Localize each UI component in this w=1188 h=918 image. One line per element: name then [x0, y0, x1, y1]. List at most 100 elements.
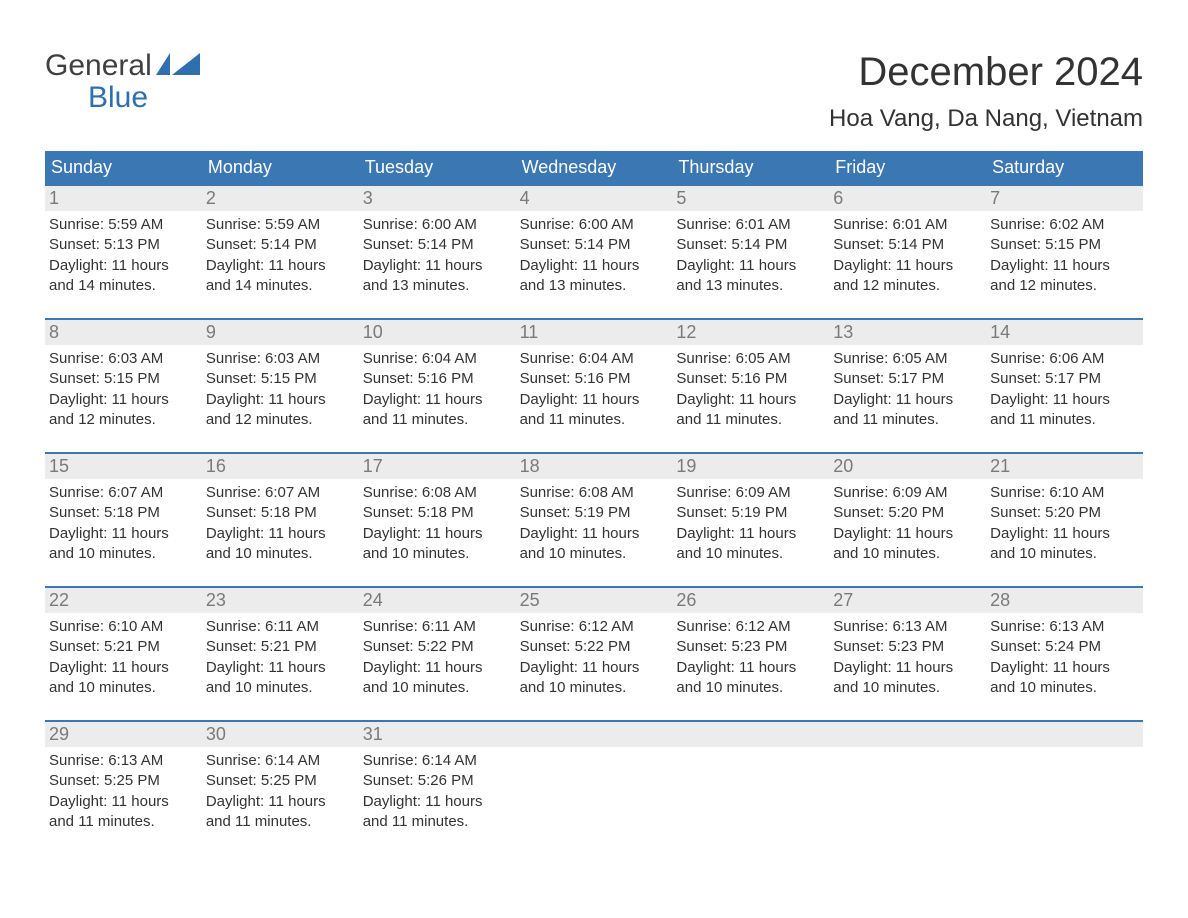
logo: General Blue	[45, 50, 200, 113]
sunset-text: Sunset: 5:14 PM	[206, 235, 353, 255]
sunset-text: Sunset: 5:18 PM	[206, 503, 353, 523]
weekday-header-row: SundayMondayTuesdayWednesdayThursdayFrid…	[45, 151, 1143, 184]
weekday-header: Wednesday	[516, 151, 673, 184]
day-number: 5	[672, 186, 829, 211]
daylight-text-1: Daylight: 11 hours	[833, 256, 980, 276]
day-cell: 9Sunrise: 6:03 AMSunset: 5:15 PMDaylight…	[202, 320, 359, 434]
day-number: 29	[45, 722, 202, 747]
day-number: 23	[202, 588, 359, 613]
sunset-text: Sunset: 5:17 PM	[833, 369, 980, 389]
sunrise-text: Sunrise: 6:01 AM	[676, 215, 823, 235]
day-number: 20	[829, 454, 986, 479]
day-info: Sunrise: 6:08 AMSunset: 5:18 PMDaylight:…	[359, 479, 516, 568]
daylight-text-2: and 12 minutes.	[49, 410, 196, 430]
day-number: 26	[672, 588, 829, 613]
day-cell: 23Sunrise: 6:11 AMSunset: 5:21 PMDayligh…	[202, 588, 359, 702]
daylight-text-2: and 11 minutes.	[206, 812, 353, 832]
day-cell: 19Sunrise: 6:09 AMSunset: 5:19 PMDayligh…	[672, 454, 829, 568]
daylight-text-1: Daylight: 11 hours	[833, 390, 980, 410]
sunrise-text: Sunrise: 6:07 AM	[206, 483, 353, 503]
day-info: Sunrise: 6:06 AMSunset: 5:17 PMDaylight:…	[986, 345, 1143, 434]
daylight-text-2: and 10 minutes.	[833, 544, 980, 564]
day-cell: 15Sunrise: 6:07 AMSunset: 5:18 PMDayligh…	[45, 454, 202, 568]
logo-text-blue: Blue	[88, 82, 200, 114]
sunrise-text: Sunrise: 6:09 AM	[676, 483, 823, 503]
day-number: 17	[359, 454, 516, 479]
weekday-header: Sunday	[45, 151, 202, 184]
day-number: 6	[829, 186, 986, 211]
sunset-text: Sunset: 5:18 PM	[363, 503, 510, 523]
day-number: 4	[516, 186, 673, 211]
day-number: 1	[45, 186, 202, 211]
sunset-text: Sunset: 5:16 PM	[363, 369, 510, 389]
day-number: 16	[202, 454, 359, 479]
day-info: Sunrise: 6:04 AMSunset: 5:16 PMDaylight:…	[516, 345, 673, 434]
day-number: 7	[986, 186, 1143, 211]
day-cell: 14Sunrise: 6:06 AMSunset: 5:17 PMDayligh…	[986, 320, 1143, 434]
day-cell	[516, 722, 673, 836]
day-info: Sunrise: 6:04 AMSunset: 5:16 PMDaylight:…	[359, 345, 516, 434]
day-number: 31	[359, 722, 516, 747]
daylight-text-1: Daylight: 11 hours	[363, 390, 510, 410]
day-cell: 22Sunrise: 6:10 AMSunset: 5:21 PMDayligh…	[45, 588, 202, 702]
sunrise-text: Sunrise: 6:06 AM	[990, 349, 1137, 369]
page-header: General Blue December 2024 Hoa Vang, Da …	[45, 50, 1143, 133]
day-info: Sunrise: 6:10 AMSunset: 5:20 PMDaylight:…	[986, 479, 1143, 568]
day-info: Sunrise: 6:13 AMSunset: 5:25 PMDaylight:…	[45, 747, 202, 836]
daylight-text-1: Daylight: 11 hours	[520, 658, 667, 678]
daylight-text-2: and 11 minutes.	[833, 410, 980, 430]
week-row: 8Sunrise: 6:03 AMSunset: 5:15 PMDaylight…	[45, 318, 1143, 434]
sunset-text: Sunset: 5:20 PM	[990, 503, 1137, 523]
day-number: 28	[986, 588, 1143, 613]
sunrise-text: Sunrise: 6:13 AM	[990, 617, 1137, 637]
week-row: 22Sunrise: 6:10 AMSunset: 5:21 PMDayligh…	[45, 586, 1143, 702]
day-number: 19	[672, 454, 829, 479]
day-cell: 25Sunrise: 6:12 AMSunset: 5:22 PMDayligh…	[516, 588, 673, 702]
day-info: Sunrise: 6:00 AMSunset: 5:14 PMDaylight:…	[359, 211, 516, 300]
day-number	[672, 722, 829, 747]
sunset-text: Sunset: 5:19 PM	[520, 503, 667, 523]
day-number: 12	[672, 320, 829, 345]
daylight-text-1: Daylight: 11 hours	[676, 256, 823, 276]
day-info: Sunrise: 5:59 AMSunset: 5:13 PMDaylight:…	[45, 211, 202, 300]
day-info: Sunrise: 6:08 AMSunset: 5:19 PMDaylight:…	[516, 479, 673, 568]
daylight-text-2: and 10 minutes.	[520, 544, 667, 564]
sunrise-text: Sunrise: 6:11 AM	[363, 617, 510, 637]
day-cell: 4Sunrise: 6:00 AMSunset: 5:14 PMDaylight…	[516, 186, 673, 300]
sunrise-text: Sunrise: 6:10 AM	[990, 483, 1137, 503]
daylight-text-1: Daylight: 11 hours	[206, 792, 353, 812]
day-info: Sunrise: 6:12 AMSunset: 5:23 PMDaylight:…	[672, 613, 829, 702]
day-cell: 27Sunrise: 6:13 AMSunset: 5:23 PMDayligh…	[829, 588, 986, 702]
day-info: Sunrise: 6:13 AMSunset: 5:24 PMDaylight:…	[986, 613, 1143, 702]
daylight-text-2: and 10 minutes.	[520, 678, 667, 698]
sunrise-text: Sunrise: 6:08 AM	[363, 483, 510, 503]
week-row: 1Sunrise: 5:59 AMSunset: 5:13 PMDaylight…	[45, 184, 1143, 300]
daylight-text-1: Daylight: 11 hours	[363, 524, 510, 544]
daylight-text-2: and 11 minutes.	[676, 410, 823, 430]
sunrise-text: Sunrise: 6:05 AM	[833, 349, 980, 369]
logo-flag-icon	[156, 50, 200, 82]
day-number: 22	[45, 588, 202, 613]
daylight-text-2: and 10 minutes.	[363, 678, 510, 698]
day-cell: 10Sunrise: 6:04 AMSunset: 5:16 PMDayligh…	[359, 320, 516, 434]
logo-text-general: General	[45, 50, 152, 82]
sunrise-text: Sunrise: 6:10 AM	[49, 617, 196, 637]
day-info: Sunrise: 6:01 AMSunset: 5:14 PMDaylight:…	[829, 211, 986, 300]
day-cell: 31Sunrise: 6:14 AMSunset: 5:26 PMDayligh…	[359, 722, 516, 836]
day-info: Sunrise: 6:00 AMSunset: 5:14 PMDaylight:…	[516, 211, 673, 300]
day-cell: 17Sunrise: 6:08 AMSunset: 5:18 PMDayligh…	[359, 454, 516, 568]
day-cell: 26Sunrise: 6:12 AMSunset: 5:23 PMDayligh…	[672, 588, 829, 702]
weekday-header: Thursday	[672, 151, 829, 184]
day-cell	[986, 722, 1143, 836]
daylight-text-2: and 12 minutes.	[833, 276, 980, 296]
sunrise-text: Sunrise: 6:12 AM	[520, 617, 667, 637]
day-number: 24	[359, 588, 516, 613]
sunrise-text: Sunrise: 6:02 AM	[990, 215, 1137, 235]
sunset-text: Sunset: 5:16 PM	[520, 369, 667, 389]
day-number: 11	[516, 320, 673, 345]
daylight-text-1: Daylight: 11 hours	[833, 524, 980, 544]
daylight-text-1: Daylight: 11 hours	[206, 658, 353, 678]
day-cell	[672, 722, 829, 836]
daylight-text-1: Daylight: 11 hours	[363, 658, 510, 678]
daylight-text-1: Daylight: 11 hours	[363, 256, 510, 276]
